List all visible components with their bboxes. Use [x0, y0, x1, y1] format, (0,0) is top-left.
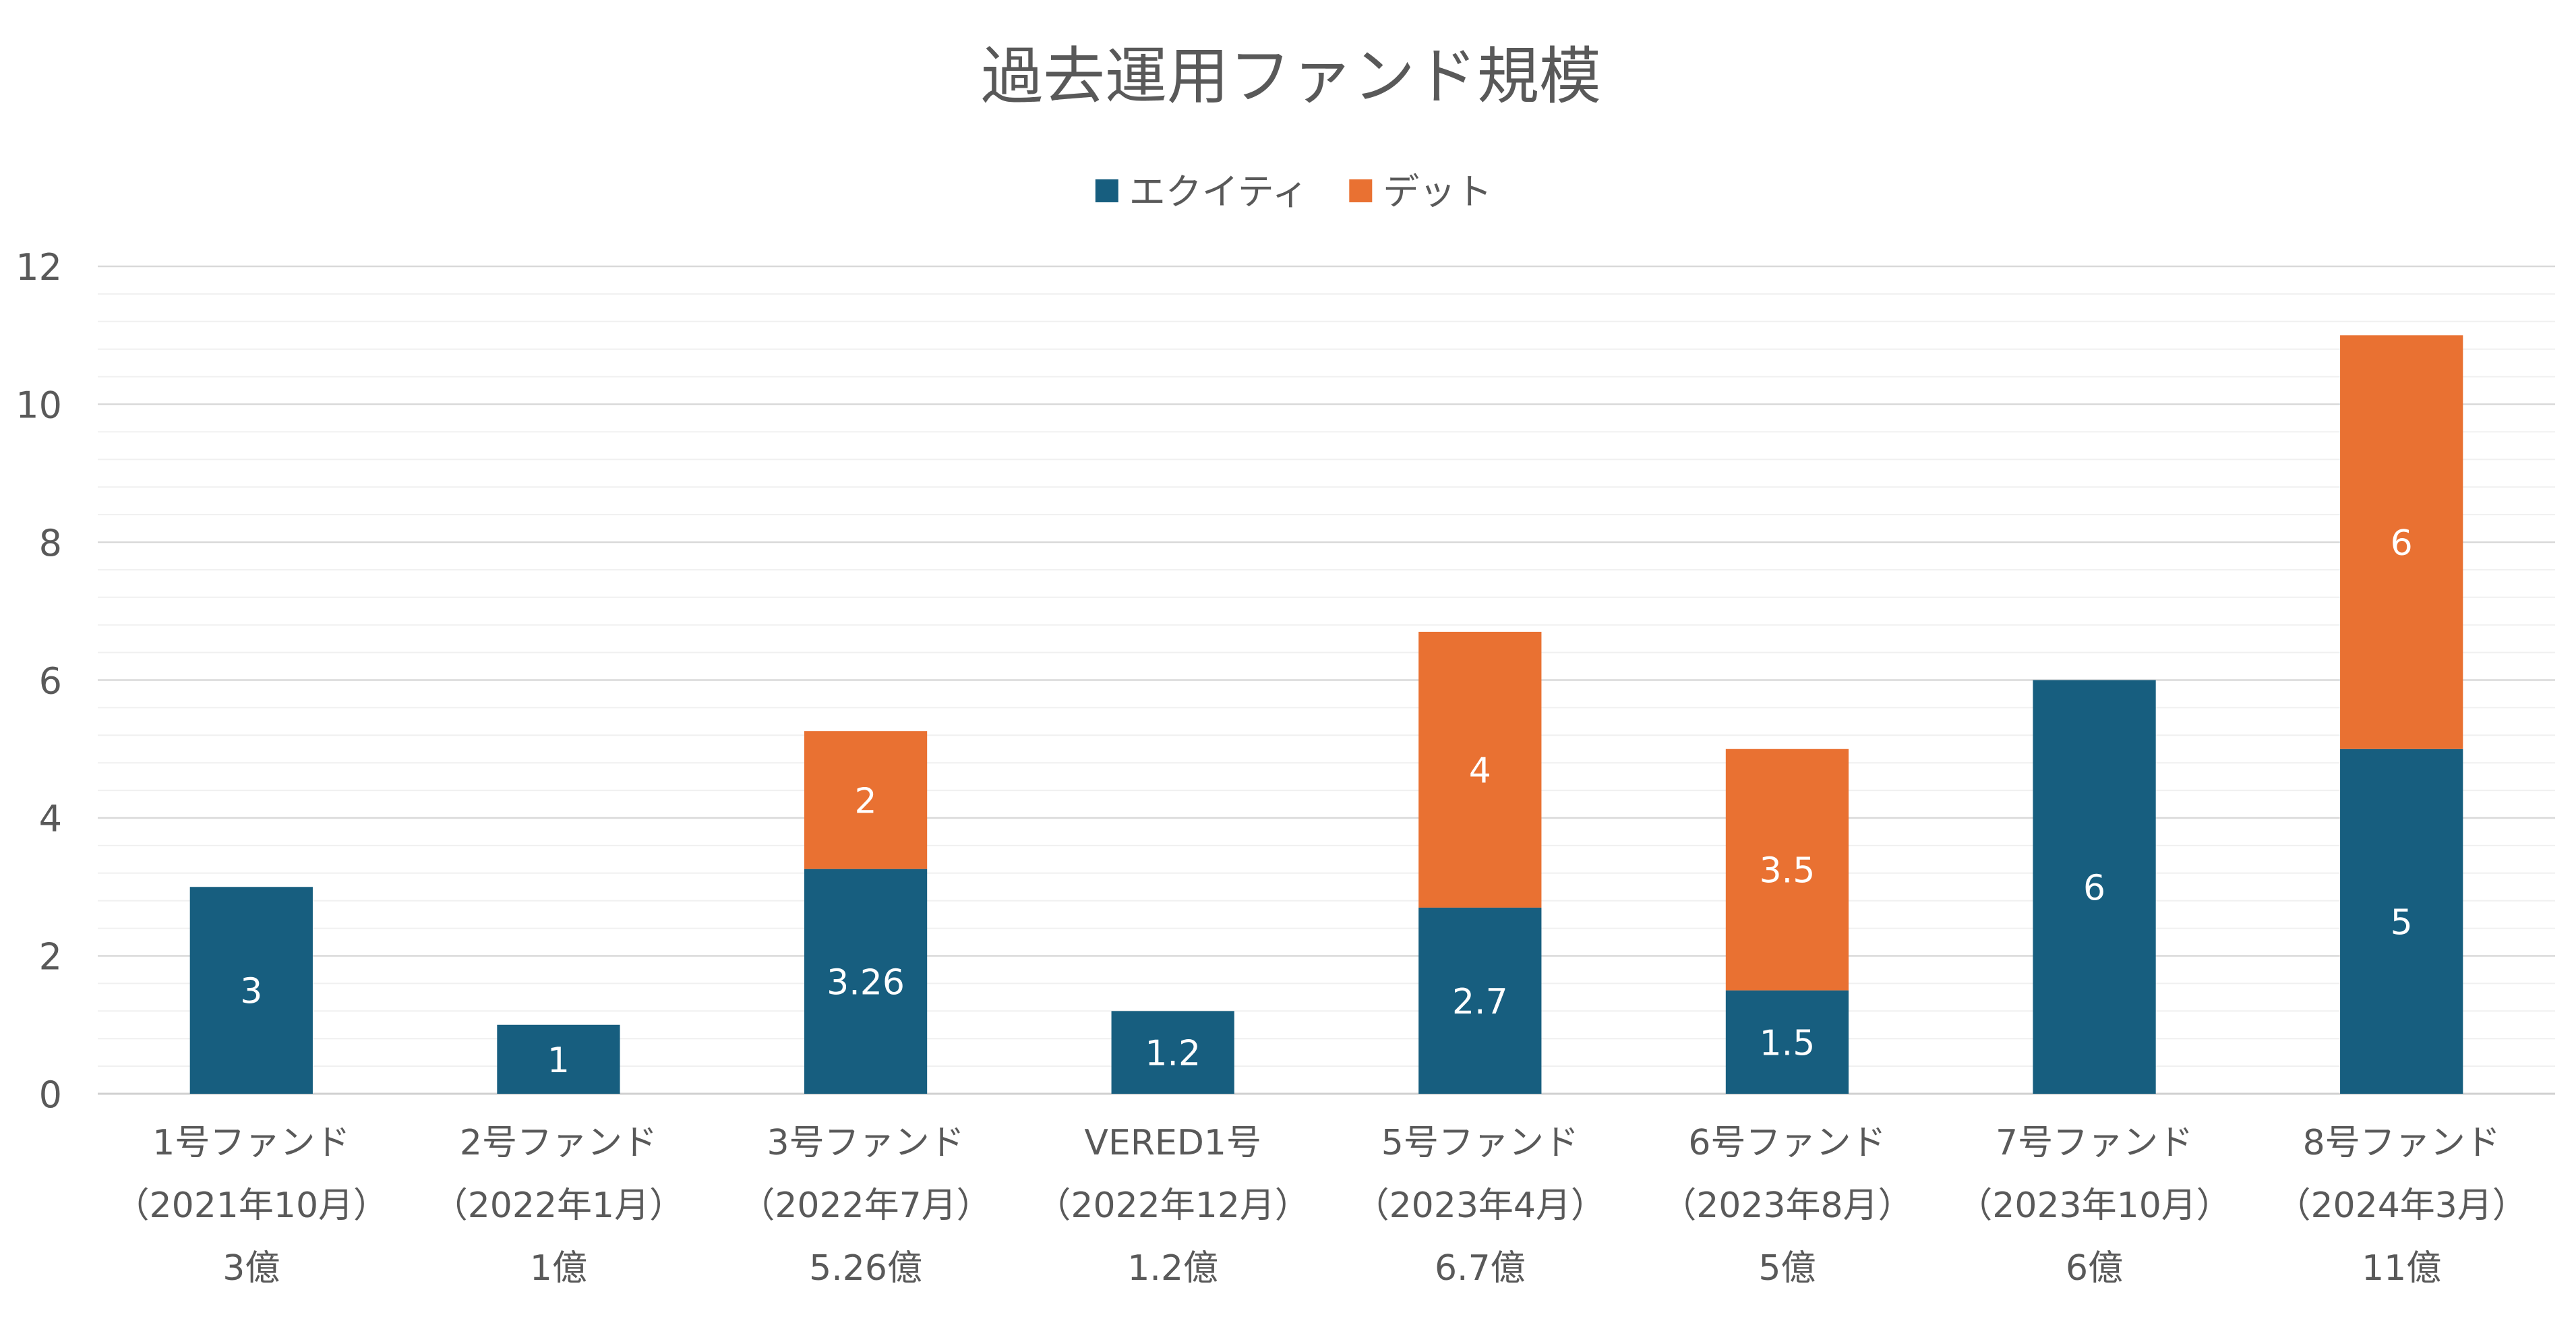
legend-swatch	[1095, 179, 1118, 202]
data-label: 2	[855, 781, 877, 821]
data-label: 2.7	[1452, 982, 1508, 1022]
x-tick-label: 2号ファンド	[460, 1123, 657, 1163]
x-tick-label: 5.26億	[809, 1248, 922, 1289]
x-tick-label: （2024年3月）	[2275, 1185, 2527, 1226]
x-tick-label: （2022年1月）	[433, 1185, 684, 1226]
x-tick-label: （2021年10月）	[115, 1185, 389, 1226]
y-tick-label: 8	[39, 522, 62, 564]
legend-label: デット	[1383, 171, 1492, 213]
data-labels-group: 3 1 3.26 2 1.2 2.7 4 1.5 3.5 6 5 6	[240, 523, 2412, 1081]
x-tick-label: 5号ファンド	[1381, 1123, 1579, 1163]
y-tick-label: 2	[39, 936, 62, 978]
data-label: 3.5	[1760, 851, 1816, 891]
chart-title: 過去運用ファンド規模	[981, 40, 1601, 113]
x-tick-label: 6号ファンド	[1688, 1123, 1886, 1163]
x-tick-label: （2023年8月）	[1661, 1185, 1913, 1226]
data-label: 5	[2391, 902, 2413, 943]
bar-debt	[2340, 335, 2463, 749]
data-label: 3.26	[827, 962, 905, 1003]
bar-equity	[2033, 680, 2156, 1094]
data-label: 6	[2083, 868, 2105, 908]
x-tick-label: 11億	[2362, 1248, 2441, 1289]
data-label: 4	[1469, 751, 1491, 791]
y-axis-ticks: 0 2 4 6 8 10 12	[16, 246, 62, 1116]
bar-debt	[1725, 749, 1849, 991]
x-tick-label: 8号ファンド	[2303, 1123, 2500, 1163]
x-tick-label: 7号ファンド	[1996, 1123, 2193, 1163]
bar-equity	[804, 869, 928, 1094]
data-label: 6	[2391, 523, 2413, 564]
bar-equity	[1725, 990, 1849, 1094]
y-tick-label: 10	[16, 384, 62, 427]
x-tick-label: （2023年10月）	[1957, 1185, 2231, 1226]
x-tick-label: 1億	[530, 1248, 587, 1289]
x-tick-label: 3号ファンド	[767, 1123, 965, 1163]
y-tick-label: 12	[16, 246, 62, 289]
bars-group	[189, 335, 2463, 1094]
bar-equity	[1418, 907, 1542, 1094]
bar-equity	[1111, 1011, 1234, 1094]
x-tick-label: 1.2億	[1127, 1248, 1218, 1289]
legend: エクイティ デット	[1095, 171, 1492, 213]
bar-debt	[804, 731, 928, 869]
x-tick-label: 5億	[1758, 1248, 1816, 1289]
x-tick-label: 6.7億	[1435, 1248, 1526, 1289]
x-axis-tick-labels: 1号ファンド （2021年10月） 3億 2号ファンド （2022年1月） 1億 3号ファン…	[115, 1123, 2527, 1289]
data-label: 1.5	[1760, 1023, 1816, 1063]
bar-equity	[2340, 749, 2463, 1094]
x-tick-label: （2022年7月）	[740, 1185, 991, 1226]
y-tick-label: 4	[39, 798, 62, 840]
data-label: 1	[547, 1040, 570, 1081]
bar-debt	[1418, 631, 1542, 908]
x-tick-label: 6億	[2066, 1248, 2123, 1289]
x-tick-label: 1号ファンド	[152, 1123, 350, 1163]
y-tick-label: 6	[39, 660, 62, 703]
legend-label: エクイティ	[1129, 171, 1309, 213]
data-label: 1.2	[1145, 1034, 1201, 1074]
data-label: 3	[240, 972, 262, 1012]
x-tick-label: （2022年12月）	[1036, 1185, 1310, 1226]
bar-equity	[497, 1024, 620, 1094]
legend-swatch	[1349, 179, 1373, 202]
y-tick-label: 0	[39, 1074, 62, 1116]
x-tick-label: VERED1号	[1084, 1123, 1261, 1163]
bar-equity	[189, 887, 313, 1094]
x-tick-label: （2023年4月）	[1354, 1185, 1606, 1226]
x-tick-label: 3億	[222, 1248, 280, 1289]
